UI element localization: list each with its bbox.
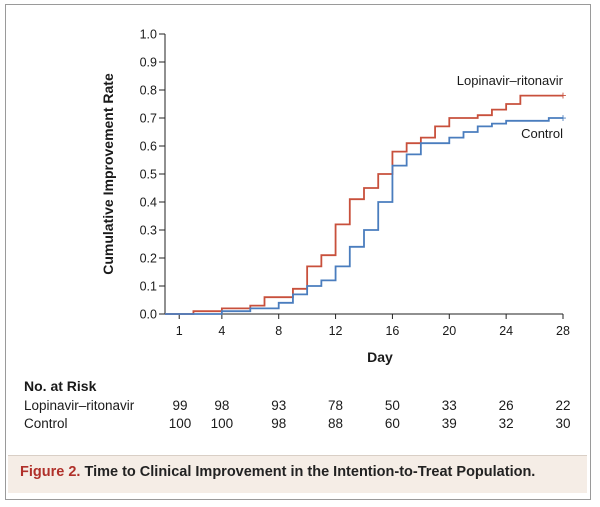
risk-cell: 22 [555, 398, 571, 413]
risk-cell: 78 [328, 398, 344, 413]
x-tick-label: 12 [329, 324, 343, 338]
figure-frame [5, 4, 591, 500]
x-tick-label: 24 [499, 324, 513, 338]
x-tick-label: 28 [556, 324, 570, 338]
series-line-control [165, 117, 563, 315]
x-tick-label: 20 [442, 324, 456, 338]
y-tick-label: 0.1 [140, 280, 157, 294]
censor-mark: + [559, 111, 566, 125]
censor-mark: + [559, 89, 566, 103]
km-chart: 0.0 0.1 0.2 0.3 0.4 0.5 0.6 0.7 0.8 0.9 1.0 1 4 8 12 16… [100, 28, 570, 366]
x-tick-label: 4 [218, 324, 225, 338]
risk-cell: 50 [384, 398, 400, 413]
y-tick-label: 0.9 [140, 56, 157, 70]
risk-cell: 99 [172, 398, 188, 413]
series-label-lopinavir-ritonavir: Lopinavir–ritonavir [457, 73, 564, 88]
series-label-control: Control [521, 126, 563, 141]
y-tick-label: 0.6 [140, 140, 157, 154]
figure-number: Figure 2. [20, 464, 81, 480]
risk-row-label: Control [24, 416, 68, 431]
y-tick-label: 0.3 [140, 224, 157, 238]
y-tick-label: 0.8 [140, 84, 157, 98]
y-tick-label: 0.4 [140, 196, 157, 210]
x-tick-label: 16 [385, 324, 399, 338]
y-tick-label: 0.2 [140, 252, 157, 266]
y-tick-label: 1.0 [140, 28, 157, 42]
risk-cell: 26 [498, 398, 514, 413]
risk-cell: 30 [555, 416, 571, 431]
risk-cell: 100 [210, 416, 234, 431]
figure-caption-text: Time to Clinical Improvement in the Inte… [84, 464, 536, 480]
risk-table-title: No. at Risk [24, 378, 97, 394]
risk-cell: 88 [328, 416, 344, 431]
y-tick-label: 0.5 [140, 168, 157, 182]
risk-cell: 32 [498, 416, 514, 431]
x-tick-label: 1 [176, 324, 183, 338]
risk-cell: 33 [441, 398, 457, 413]
y-tick-label: 0.7 [140, 112, 157, 126]
x-axis-label: Day [367, 349, 393, 365]
risk-cell: 100 [168, 416, 192, 431]
figure-caption: Figure 2. Time to Clinical Improvement i… [8, 455, 587, 493]
risk-cell: 98 [214, 398, 230, 413]
y-axis-label: Cumulative Improvement Rate [100, 73, 116, 275]
risk-cell: 98 [271, 416, 287, 431]
x-tick-label: 8 [275, 324, 282, 338]
risk-cell: 39 [441, 416, 457, 431]
risk-cell: 93 [271, 398, 287, 413]
series-line-lopinavir-ritonavir [165, 94, 563, 315]
risk-cell: 60 [384, 416, 400, 431]
y-tick-label: 0.0 [140, 308, 157, 322]
risk-row-label: Lopinavir–ritonavir [24, 398, 135, 413]
